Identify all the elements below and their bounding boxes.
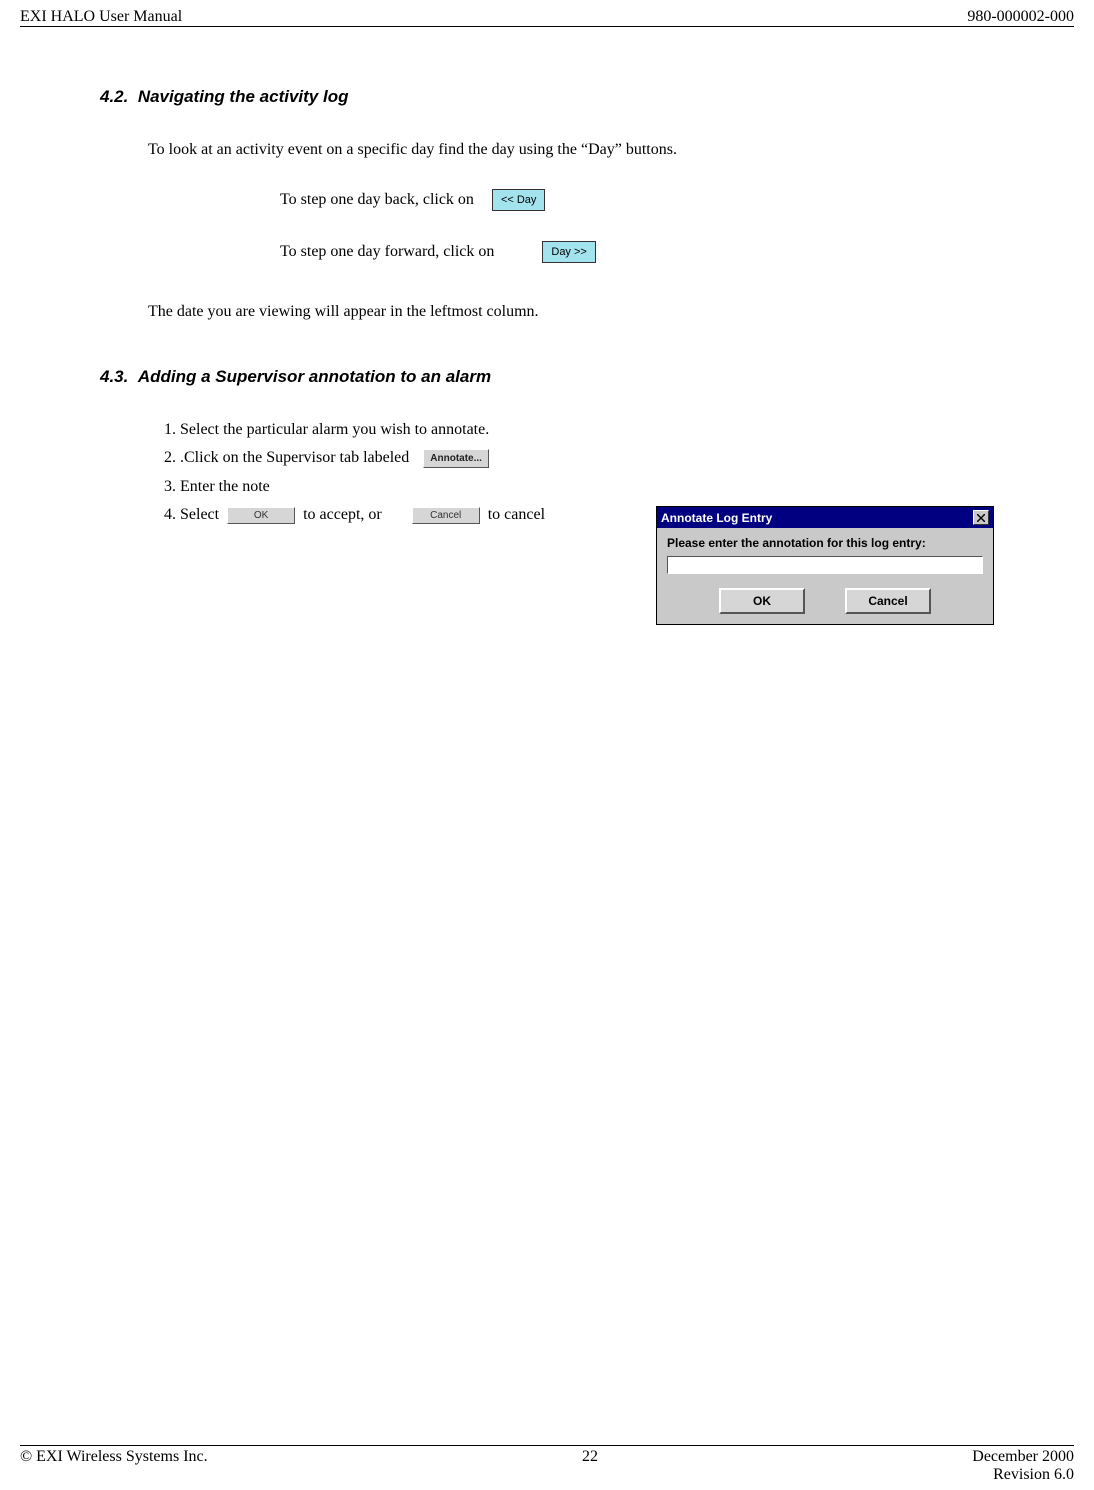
annotate-dialog: Annotate Log Entry Please enter the anno… xyxy=(656,506,994,625)
section-4-2-intro: To look at an activity event on a specif… xyxy=(148,141,994,159)
header-right: 980-000002-000 xyxy=(967,8,1074,26)
section-4-2-number: 4.2. xyxy=(100,87,128,106)
nav-back-label: To step one day back, click on xyxy=(280,191,474,209)
nav-forward-label: To step one day forward, click on xyxy=(280,243,494,261)
header-left: EXI HALO User Manual xyxy=(20,8,182,26)
nav-back-line: To step one day back, click on << Day xyxy=(280,189,994,211)
dialog-button-row: OK Cancel xyxy=(667,588,983,614)
dialog-cancel-button[interactable]: Cancel xyxy=(845,588,931,614)
nav-forward-line: To step one day forward, click on Day >> xyxy=(280,241,994,263)
dialog-title: Annotate Log Entry xyxy=(661,511,772,525)
step-2: .Click on the Supervisor tab labeled Ann… xyxy=(180,449,994,468)
footer-rule xyxy=(20,1445,1074,1446)
day-back-button[interactable]: << Day xyxy=(492,189,545,211)
step-4-a: Select xyxy=(180,506,219,523)
page: EXI HALO User Manual 980-000002-000 4.2.… xyxy=(0,0,1094,1490)
section-4-2-title: 4.2. Navigating the activity log xyxy=(100,87,994,107)
page-footer: © EXI Wireless Systems Inc. 22 December … xyxy=(20,1445,1074,1484)
dialog-titlebar: Annotate Log Entry xyxy=(657,507,993,528)
step-4: Select OK to accept, or Cancel to cancel… xyxy=(180,506,994,625)
section-4-2-heading: Navigating the activity log xyxy=(138,87,349,106)
dialog-close-button[interactable] xyxy=(973,510,989,525)
close-icon xyxy=(977,514,985,522)
section-4-3-steps: Select the particular alarm you wish to … xyxy=(180,421,994,625)
step-1: Select the particular alarm you wish to … xyxy=(180,421,994,439)
section-4-2-footnote: The date you are viewing will appear in … xyxy=(148,303,994,321)
footer-revision: Revision 6.0 xyxy=(993,1466,1074,1484)
footer-copyright: © EXI Wireless Systems Inc. xyxy=(20,1448,208,1466)
header-rule xyxy=(20,26,1074,27)
footer-date: December 2000 xyxy=(972,1448,1074,1466)
section-4-3-title: 4.3. Adding a Supervisor annotation to a… xyxy=(100,367,994,387)
day-forward-button[interactable]: Day >> xyxy=(542,241,595,263)
dialog-body: Please enter the annotation for this log… xyxy=(657,528,993,624)
step-4-b: to accept, or xyxy=(303,506,382,523)
annotation-input[interactable] xyxy=(667,556,983,574)
annotate-button[interactable]: Annotate... xyxy=(423,449,489,468)
inline-ok-button[interactable]: OK xyxy=(227,507,295,524)
step-2-text: .Click on the Supervisor tab labeled xyxy=(180,449,409,466)
page-header: EXI HALO User Manual 980-000002-000 xyxy=(20,8,1074,26)
dialog-prompt: Please enter the annotation for this log… xyxy=(667,536,983,550)
inline-cancel-button[interactable]: Cancel xyxy=(412,507,480,524)
step-3: Enter the note xyxy=(180,478,994,496)
dialog-ok-button[interactable]: OK xyxy=(719,588,805,614)
footer-page: 22 xyxy=(582,1448,598,1466)
section-4-3-number: 4.3. xyxy=(100,367,128,386)
step-4-c: to cancel xyxy=(488,506,545,523)
section-4-3-heading: Adding a Supervisor annotation to an ala… xyxy=(138,367,491,386)
